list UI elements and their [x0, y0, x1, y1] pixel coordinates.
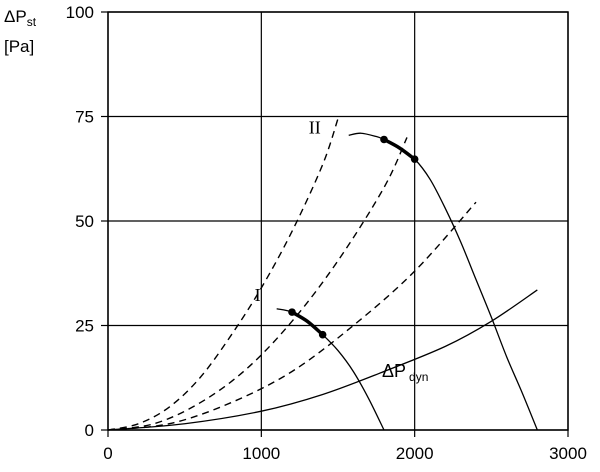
- fan-curve-label: I: [255, 285, 261, 305]
- system-curve: [107, 201, 477, 431]
- y-tick-label: 25: [75, 317, 94, 336]
- x-tick-label: 0: [103, 444, 112, 463]
- operating-point: [380, 135, 388, 144]
- y-tick-label: 50: [75, 212, 94, 231]
- system-curve: [107, 137, 408, 431]
- dynamic-pressure-curve: [107, 289, 538, 431]
- y-axis-label-sub: st: [27, 15, 37, 29]
- operating-point: [288, 308, 296, 316]
- fan-curve-label: II: [309, 117, 321, 137]
- y-axis-label: ΔPst: [4, 7, 37, 29]
- fan-curve-operating-range: [291, 310, 324, 337]
- x-tick-label: 1000: [242, 444, 280, 463]
- dynamic-pressure-label-main: ΔP: [382, 361, 406, 381]
- y-tick-label: 100: [66, 3, 94, 22]
- y-axis-label-main: ΔP: [4, 7, 27, 26]
- y-tick-label: 0: [85, 421, 94, 440]
- operating-points: [288, 135, 419, 339]
- y-axis-unit: [Pa]: [4, 37, 34, 56]
- fan-curves: [276, 132, 538, 431]
- operating-point: [410, 155, 419, 163]
- fan-curve: [276, 308, 385, 431]
- fan-curve: [348, 132, 538, 431]
- x-tick-label: 3000: [549, 444, 587, 463]
- dynamic-pressure-label-sub: dyn: [409, 370, 428, 384]
- dynamic-pressure-label: ΔP dyn: [382, 361, 428, 384]
- system-curve: [107, 118, 339, 431]
- operating-point: [318, 330, 327, 339]
- fan-curve-operating-range: [383, 137, 416, 161]
- y-tick-label: 75: [75, 108, 94, 127]
- grid: [101, 11, 569, 437]
- x-tick-label: 2000: [396, 444, 434, 463]
- dynamic-pressure-line: [107, 289, 538, 431]
- system-curves: [107, 118, 477, 431]
